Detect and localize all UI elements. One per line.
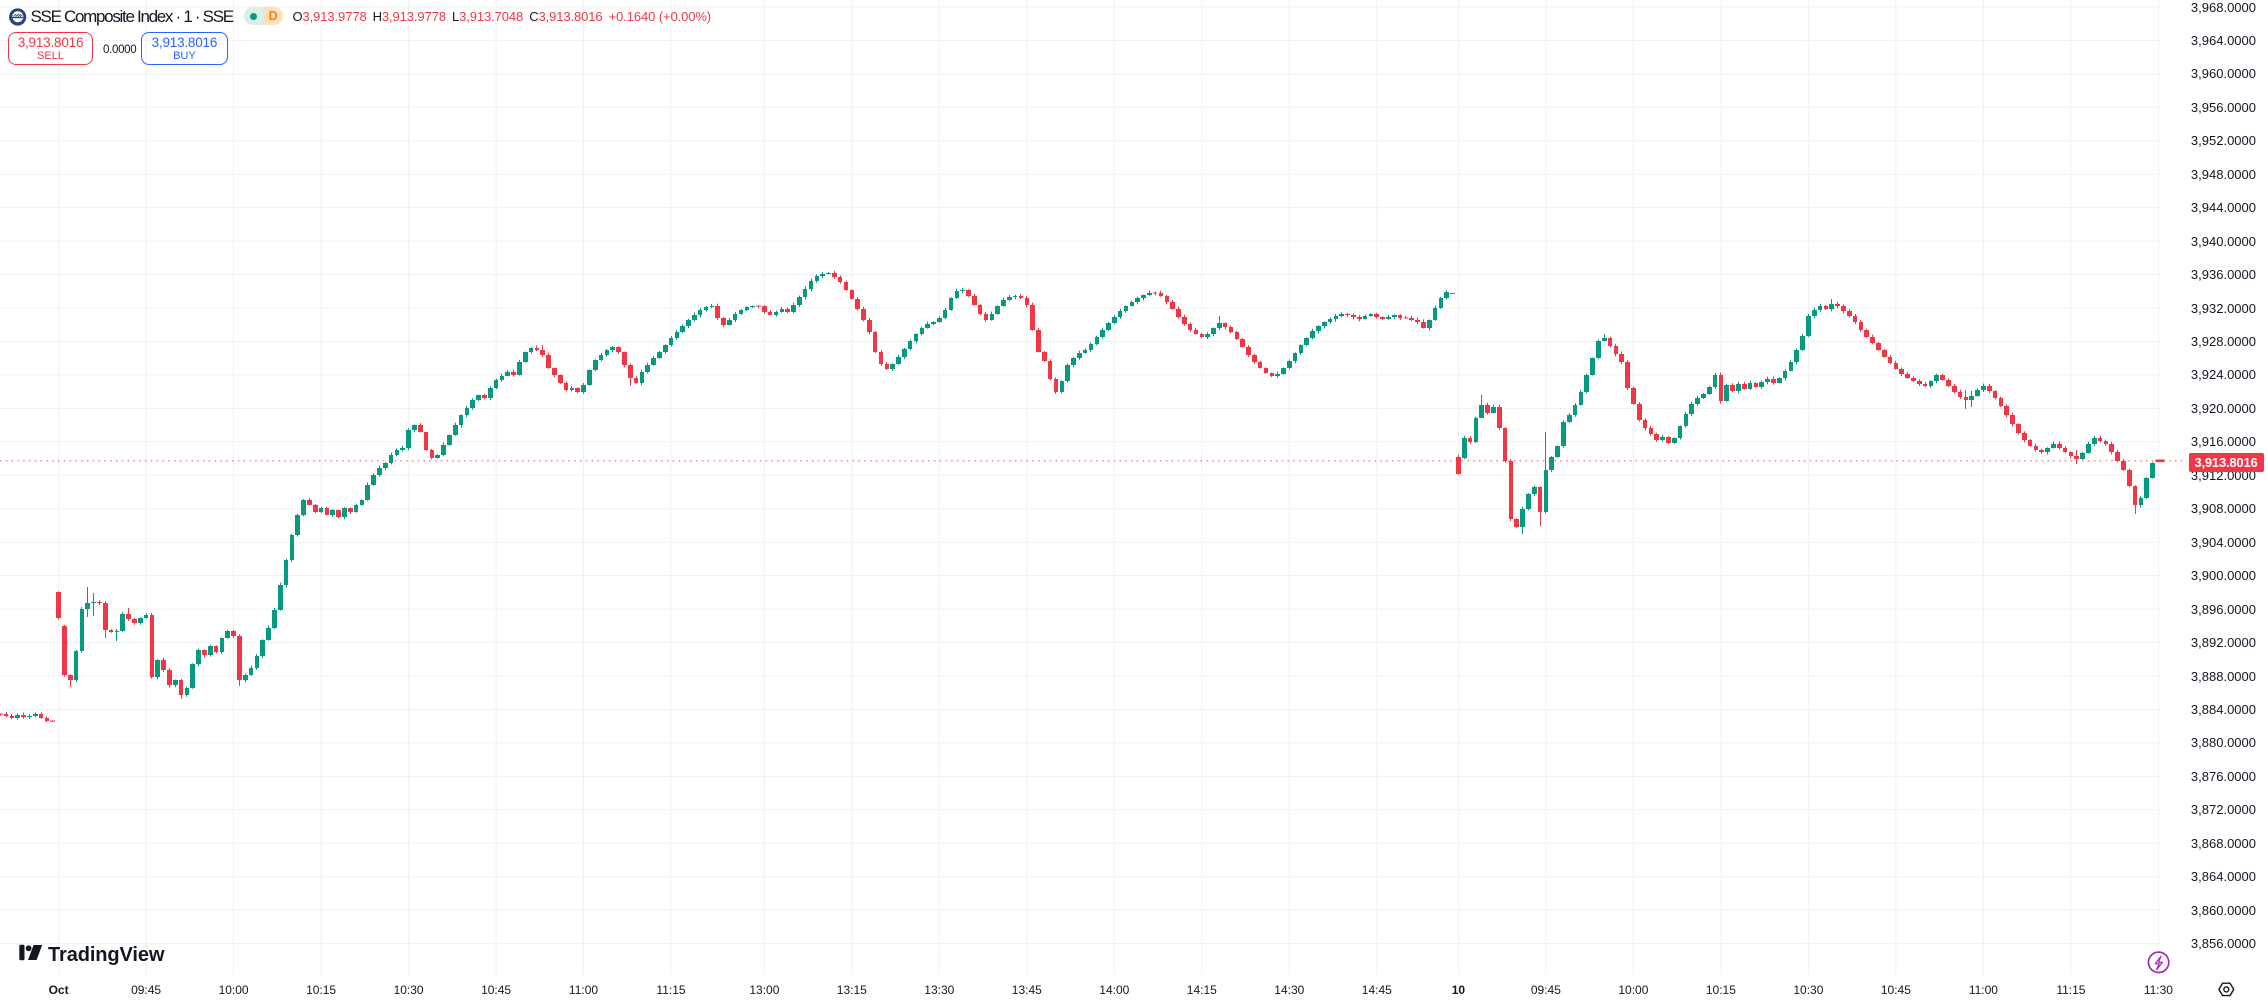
svg-text:TradingView: TradingView [48,944,165,966]
